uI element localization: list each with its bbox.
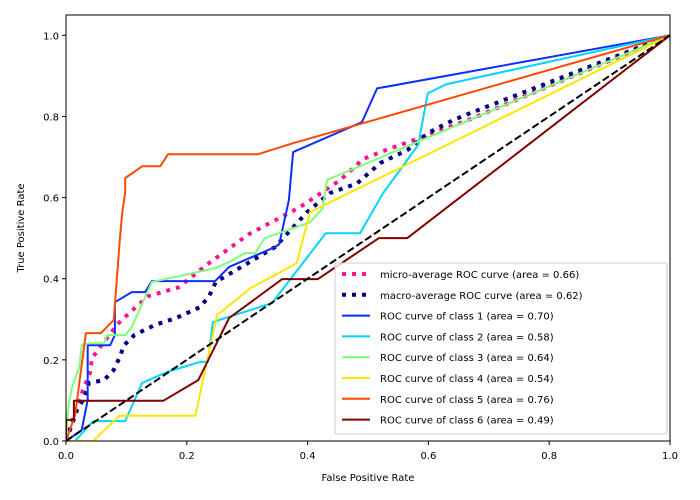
legend-item: ROC curve of class 2 (area = 0.58) [342,332,554,343]
legend-item: ROC curve of class 3 (area = 0.64) [342,353,554,364]
y-tick-label: 0.0 [43,437,59,448]
legend: micro-average ROC curve (area = 0.66) mac… [334,262,668,435]
legend-item: ROC curve of class 5 (area = 0.76) [342,395,554,406]
micro-average-roc-line [66,33,670,441]
y-axis-label: True Positive Rate [16,183,27,273]
x-tick-label: 1.0 [662,451,678,462]
plot-lines [66,33,670,441]
legend-item: micro-average ROC curve (area = 0.66) [342,270,579,281]
x-axis-label: False Positive Rate [322,473,415,484]
y-tick-label: 0.4 [43,275,59,286]
x-tick-label: 0.2 [179,451,195,462]
legend-label: ROC curve of class 4 (area = 0.54) [380,374,554,385]
y-tick-label: 0.6 [43,194,59,205]
class-6-roc-line [66,34,670,441]
legend-box [334,262,668,435]
y-axis-ticks: 0.0 0.2 0.4 0.6 0.8 1.0 [43,31,66,448]
x-tick-label: 0.0 [58,451,74,462]
x-tick-label: 0.8 [541,451,557,462]
legend-label: ROC curve of class 2 (area = 0.58) [380,332,554,343]
legend-item: ROC curve of class 6 (area = 0.49) [342,416,554,427]
class-5-roc-line [66,34,670,441]
y-tick-label: 0.8 [43,112,59,123]
legend-label: ROC curve of class 3 (area = 0.64) [380,353,554,364]
class-4-roc-line [66,34,670,441]
y-tick-label: 0.2 [43,356,59,367]
macro-average-roc-line [66,33,670,441]
legend-item: macro-average ROC curve (area = 0.62) [342,291,583,302]
legend-label: macro-average ROC curve (area = 0.62) [380,291,583,302]
legend-label: ROC curve of class 5 (area = 0.76) [380,395,554,406]
x-tick-label: 0.6 [420,451,436,462]
legend-label: micro-average ROC curve (area = 0.66) [380,270,579,281]
legend-item: ROC curve of class 4 (area = 0.54) [342,374,554,385]
legend-item: ROC curve of class 1 (area = 0.70) [342,312,554,323]
x-axis-ticks: 0.0 0.2 0.4 0.6 0.8 1.0 [58,441,678,462]
y-tick-label: 1.0 [43,31,59,42]
class-3-roc-line [66,34,670,441]
axes-frame [65,14,671,442]
legend-label: ROC curve of class 1 (area = 0.70) [380,312,554,323]
chance-diagonal-line [66,34,670,441]
legend-label: ROC curve of class 6 (area = 0.49) [380,416,554,427]
x-tick-label: 0.4 [300,451,316,462]
